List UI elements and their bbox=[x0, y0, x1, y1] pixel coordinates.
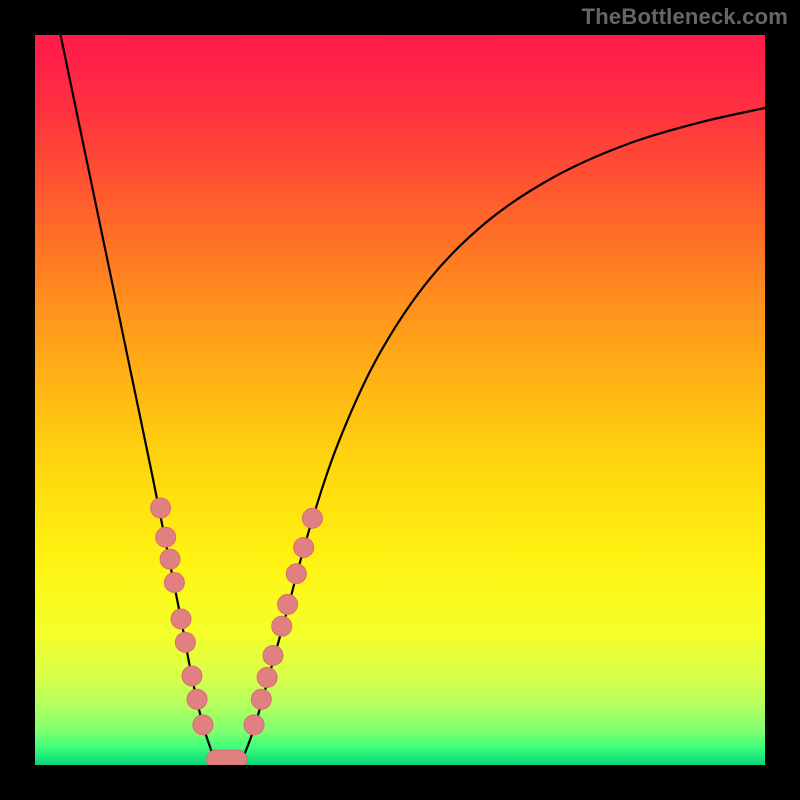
marker-right bbox=[302, 508, 322, 528]
marker-left bbox=[151, 498, 171, 518]
marker-right bbox=[251, 689, 271, 709]
marker-left bbox=[175, 632, 195, 652]
marker-right bbox=[286, 564, 306, 584]
marker-left bbox=[193, 715, 213, 735]
marker-left bbox=[182, 666, 202, 686]
marker-left bbox=[156, 527, 176, 547]
marker-left bbox=[164, 573, 184, 593]
chart-outer: TheBottleneck.com bbox=[0, 0, 800, 800]
marker-right bbox=[244, 715, 264, 735]
marker-right bbox=[294, 537, 314, 557]
marker-right bbox=[263, 646, 283, 666]
marker-right bbox=[272, 616, 292, 636]
watermark-text: TheBottleneck.com bbox=[582, 4, 788, 30]
marker-left bbox=[171, 609, 191, 629]
marker-left bbox=[187, 689, 207, 709]
marker-left bbox=[160, 549, 180, 569]
plot-area bbox=[35, 35, 765, 765]
chart-svg bbox=[35, 35, 765, 765]
marker-right bbox=[257, 667, 277, 687]
gradient-background bbox=[35, 35, 765, 765]
marker-right bbox=[278, 594, 298, 614]
marker-flat-segment bbox=[207, 750, 247, 765]
